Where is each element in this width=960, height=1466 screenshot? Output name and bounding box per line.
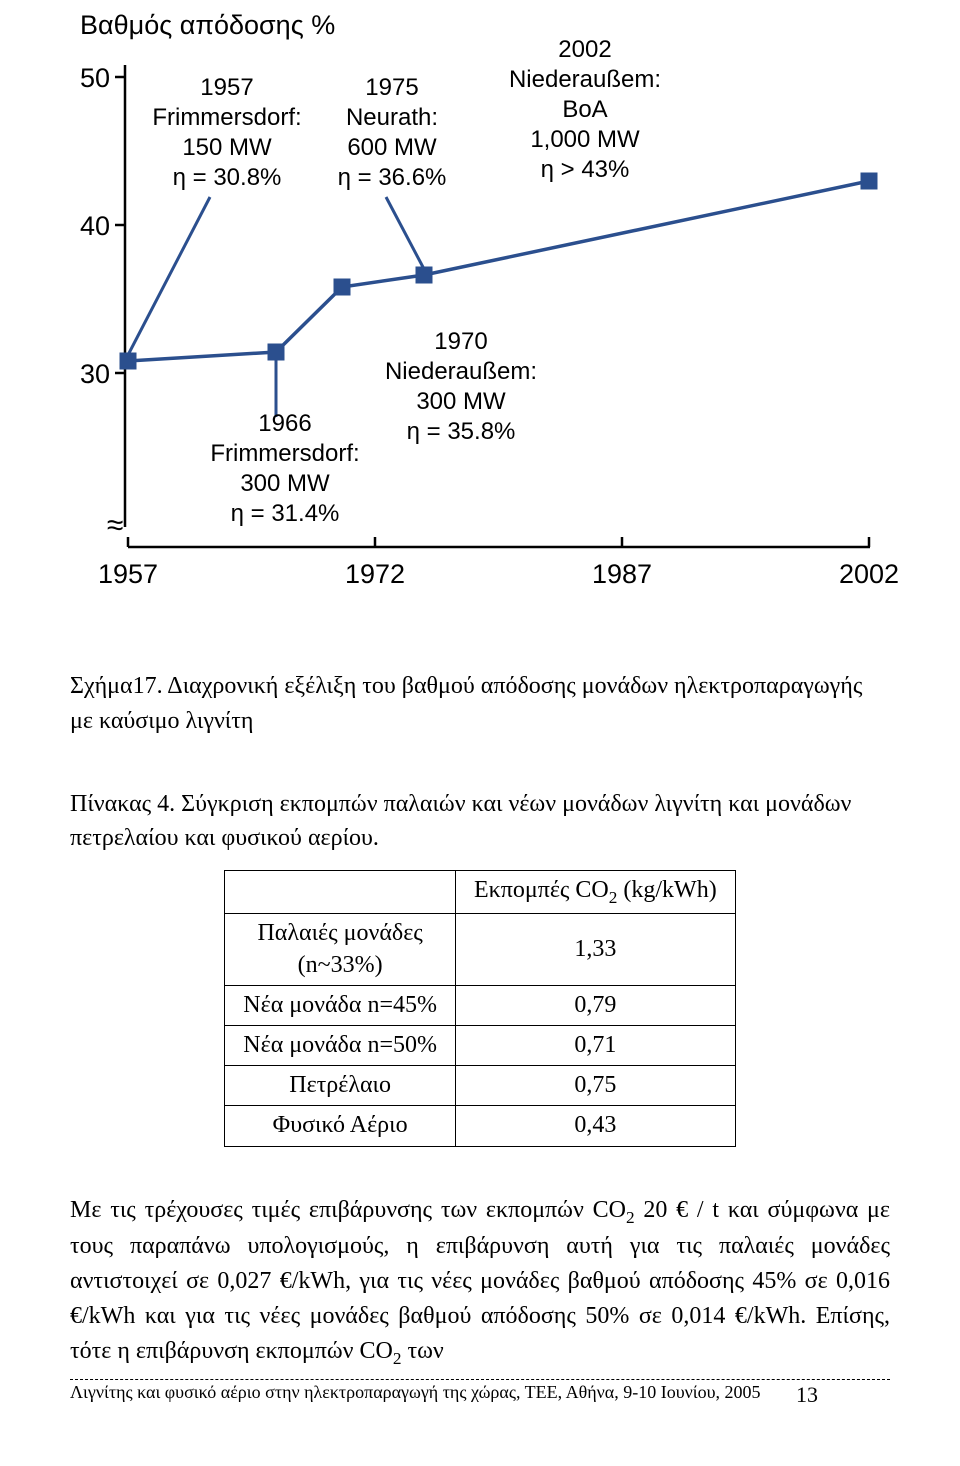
table-row: Νέα μονάδα n=50% 0,71	[225, 1026, 735, 1066]
table-row: Παλαιές μονάδες(n~33%) 1,33	[225, 914, 735, 985]
chart-title: Βαθμός απόδοσης %	[80, 10, 890, 41]
table-cell: Φυσικό Αέριο	[225, 1106, 456, 1146]
table-cell: 0,79	[455, 985, 735, 1025]
emissions-table: Εκπομπές CO2 (kg/kWh) Παλαιές μονάδες(n~…	[224, 870, 735, 1146]
table-cell	[225, 871, 456, 914]
y-tick-30: 30	[60, 359, 110, 390]
table-cell: 0,43	[455, 1106, 735, 1146]
annot-2002: 2002 Niederaußem: BoA 1,000 MW ƞ > 43%	[490, 35, 680, 185]
efficiency-chart: ≈	[60, 47, 880, 657]
table-cell: 0,71	[455, 1026, 735, 1066]
body-paragraph: Με τις τρέχουσες τιμές επιβάρυνσης των ε…	[70, 1193, 890, 1371]
footer-rule	[70, 1379, 890, 1380]
footer-text: Λιγνίτης και φυσικό αέριο στην ηλεκτροπα…	[70, 1382, 890, 1403]
table-cell: Παλαιές μονάδες(n~33%)	[225, 914, 456, 985]
table-row: Φυσικό Αέριο 0,43	[225, 1106, 735, 1146]
y-tick-50: 50	[60, 63, 110, 94]
table-cell: 1,33	[455, 914, 735, 985]
table-header-col2: Εκπομπές CO2 (kg/kWh)	[455, 871, 735, 914]
annot-1966: 1966 Frimmersdorf: 300 MW ƞ = 31.4%	[200, 409, 370, 529]
x-tick-1987: 1987	[582, 559, 662, 590]
x-tick-2002: 2002	[829, 559, 909, 590]
table-caption: Πίνακας 4. Σύγκριση εκπομπών παλαιών και…	[70, 787, 890, 857]
table-row: Πετρέλαιο 0,75	[225, 1066, 735, 1106]
annot-1975: 1975 Neurath: 600 MW ƞ = 36.6%	[322, 73, 462, 193]
figure-caption: Σχήμα17. Διαχρονική εξέλιξη του βαθμού α…	[70, 669, 890, 739]
annot-1970: 1970 Niederaußem: 300 MW ƞ = 35.8%	[366, 327, 556, 447]
table-row: Νέα μονάδα n=45% 0,79	[225, 985, 735, 1025]
x-tick-1957: 1957	[88, 559, 168, 590]
y-tick-40: 40	[60, 211, 110, 242]
table-cell: Νέα μονάδα n=45%	[225, 985, 456, 1025]
table-cell: Πετρέλαιο	[225, 1066, 456, 1106]
table-cell: Νέα μονάδα n=50%	[225, 1026, 456, 1066]
table-cell: 0,75	[455, 1066, 735, 1106]
page-number: 13	[796, 1382, 818, 1408]
table-row: Εκπομπές CO2 (kg/kWh)	[225, 871, 735, 914]
x-tick-1972: 1972	[335, 559, 415, 590]
annot-1957: 1957 Frimmersdorf: 150 MW ƞ = 30.8%	[142, 73, 312, 193]
svg-text:≈: ≈	[107, 509, 123, 542]
